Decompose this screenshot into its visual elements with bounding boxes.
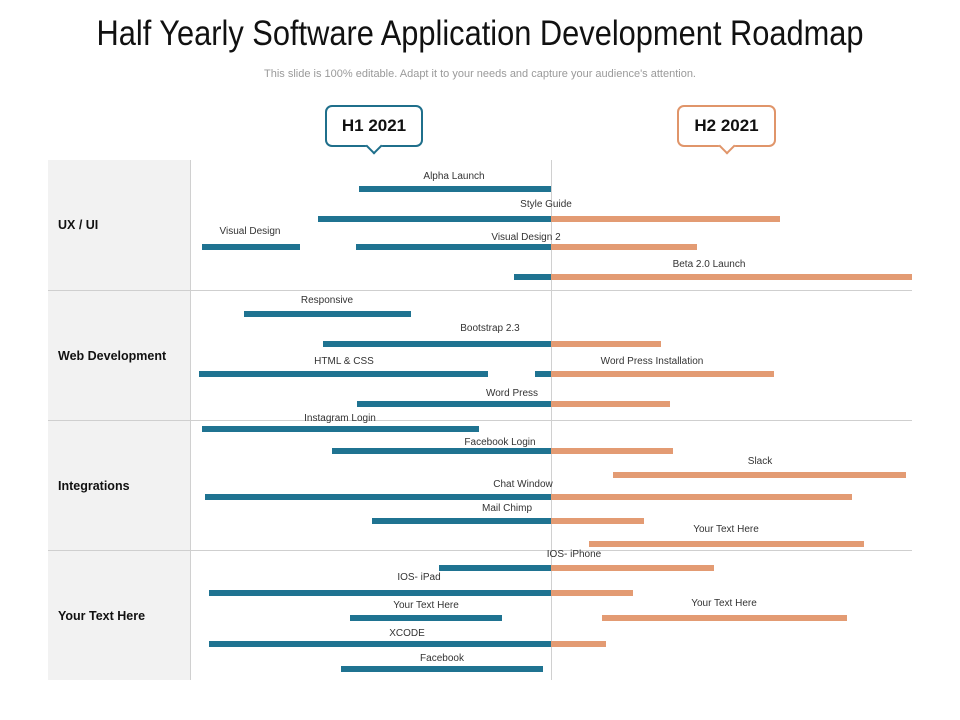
category-web-development: Web Development <box>48 291 190 420</box>
period-h1-callout: H1 2021 <box>325 105 423 147</box>
task-bar-ios-iphone-h1 <box>439 565 551 571</box>
task-bar-instagram-login-h1 <box>202 426 479 432</box>
task-bar-your-text-here-1-h1 <box>350 615 502 621</box>
task-bar-your-text-here-2-h2 <box>602 615 847 621</box>
category-your-text-here: Your Text Here <box>48 551 190 680</box>
task-label-instagram-login: Instagram Login <box>304 413 376 424</box>
task-label-your-text-here-2: Your Text Here <box>691 598 757 609</box>
task-bar-facebook-login-h2 <box>551 448 673 454</box>
task-bar-bootstrap-h1 <box>323 341 551 347</box>
task-bar-html-css-h1 <box>199 371 488 377</box>
row-divider <box>48 290 912 291</box>
task-bar-visual-design-2-h1 <box>356 244 551 250</box>
task-bar-ios-ipad-h2 <box>551 590 633 596</box>
task-label-ios-ipad: IOS- iPad <box>397 572 441 583</box>
task-bar-slack-h2 <box>613 472 906 478</box>
task-bar-xcode-h1 <box>209 641 551 647</box>
task-bar-beta-launch-h1 <box>514 274 551 280</box>
task-bar-responsive-h1 <box>244 311 411 317</box>
task-bar-facebook-login-h1 <box>332 448 551 454</box>
row-divider <box>48 550 912 551</box>
task-bar-mail-chimp-h2 <box>551 518 644 524</box>
task-label-xcode: XCODE <box>389 628 425 639</box>
task-label-responsive: Responsive <box>300 295 354 306</box>
task-label-alpha-launch: Alpha Launch <box>423 171 485 182</box>
task-bar-xcode-h2 <box>551 641 606 647</box>
task-bar-style-guide-h1 <box>318 216 551 222</box>
task-bar-chat-window-h2 <box>551 494 852 500</box>
task-label-html-css: HTML & CSS <box>314 356 374 367</box>
task-label-visual-design-2: Visual Design 2 <box>491 232 561 243</box>
task-label-word-press: Word Press <box>485 388 539 399</box>
task-label-facebook-login: Facebook Login <box>464 437 536 448</box>
task-label-facebook: Facebook <box>420 653 464 664</box>
task-label-mail-chimp: Mail Chimp <box>481 503 533 514</box>
period-h2-callout: H2 2021 <box>677 105 776 147</box>
task-label-word-press-installation: Word Press Installation <box>600 356 704 367</box>
task-bar-ios-ipad-h1 <box>209 590 551 596</box>
task-bar-mail-chimp-h1 <box>372 518 551 524</box>
task-bar-bootstrap-h2 <box>551 341 661 347</box>
task-label-your-text-here-integrations: Your Text Here <box>693 524 759 535</box>
category-integrations: Integrations <box>48 421 190 550</box>
task-bar-style-guide-h2 <box>551 216 780 222</box>
task-label-your-text-here-1: Your Text Here <box>393 600 459 611</box>
task-bar-word-press-installation-h2 <box>551 371 774 377</box>
task-bar-word-press-h2 <box>551 401 670 407</box>
task-bar-ios-iphone-h2 <box>551 565 714 571</box>
task-label-style-guide: Style Guide <box>520 199 572 210</box>
task-bar-beta-launch-h2 <box>551 274 912 280</box>
task-bar-word-press-installation-h1 <box>535 371 551 377</box>
task-label-slack: Slack <box>747 456 773 467</box>
task-label-bootstrap: Bootstrap 2.3 <box>460 323 520 334</box>
task-bar-alpha-launch-h1 <box>359 186 551 192</box>
task-bar-visual-design-2-h2 <box>551 244 697 250</box>
task-bar-word-press-h1 <box>357 401 551 407</box>
page-title: Half Yearly Software Application Develop… <box>96 14 864 53</box>
task-label-beta-launch: Beta 2.0 Launch <box>672 259 746 270</box>
category-ux-ui: UX / UI <box>48 160 190 290</box>
task-label-ios-iphone: IOS- iPhone <box>546 549 602 560</box>
page-subtitle: This slide is 100% editable. Adapt it to… <box>264 68 696 80</box>
task-label-chat-window: Chat Window <box>493 479 553 490</box>
task-bar-chat-window-h1 <box>205 494 551 500</box>
task-bar-visual-design-h1 <box>202 244 300 250</box>
task-label-visual-design: Visual Design <box>219 226 281 237</box>
task-bar-your-text-here-integrations-h2 <box>589 541 864 547</box>
task-bar-facebook-h1 <box>341 666 543 672</box>
row-divider <box>48 420 912 421</box>
